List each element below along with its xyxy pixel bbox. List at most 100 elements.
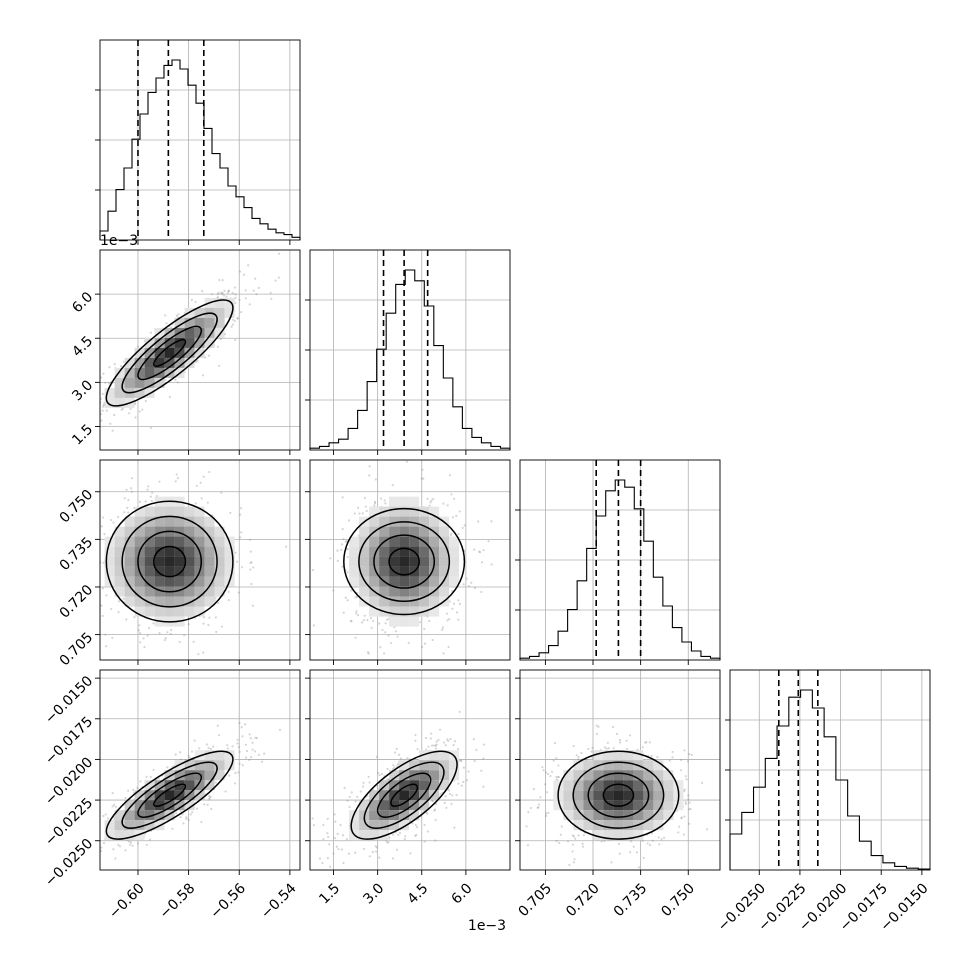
scatter-point [148, 627, 151, 630]
y-tick-label: 6.0 [69, 289, 96, 316]
scatter-point [105, 409, 108, 412]
density-cell [439, 586, 450, 597]
density-cell [134, 506, 145, 517]
density-cell [653, 790, 664, 801]
density-cell [409, 780, 420, 791]
x-tick-label: 1.5 [316, 880, 343, 907]
density-cell [643, 810, 654, 821]
y-tick-label: 0.735 [57, 534, 97, 574]
histogram-bars [99, 59, 301, 240]
scatter-point [350, 791, 353, 794]
density-cell [164, 536, 175, 547]
scatter-point [191, 811, 194, 814]
scatter-point [687, 798, 690, 801]
scatter-point [227, 289, 230, 292]
scatter-point [426, 812, 429, 815]
scatter-point [212, 745, 215, 748]
scatter-point [250, 561, 253, 564]
density-cell [184, 536, 195, 547]
scatter-point [662, 836, 666, 839]
density-cell [399, 536, 410, 547]
scatter-point [369, 617, 373, 620]
scatter-point [430, 744, 434, 747]
scatter-point [236, 742, 239, 745]
scatter-point [587, 747, 590, 751]
scatter-point [459, 759, 462, 762]
scatter-point [94, 860, 96, 862]
density-cell [573, 800, 584, 811]
scatter-point [448, 792, 452, 796]
density-cell [613, 770, 624, 781]
scatter-point [195, 484, 198, 487]
density-cell [439, 546, 450, 557]
scatter-point [680, 817, 683, 820]
density-cell [409, 586, 420, 597]
histogram-panel-1 [305, 249, 511, 455]
density-cell [164, 800, 175, 811]
scatter-point [372, 619, 375, 623]
density-cell [399, 566, 410, 577]
scatter-point [194, 300, 197, 304]
scatter-point [434, 747, 438, 750]
scatter-point [466, 660, 468, 662]
density-cell [174, 347, 185, 358]
scatter-point [656, 755, 659, 759]
density-cell [553, 780, 564, 791]
scatter-point [215, 630, 218, 634]
scatter-point [93, 840, 95, 842]
scatter-point [105, 645, 108, 648]
scatter-point [682, 790, 686, 793]
scatter-point [560, 825, 563, 828]
scatter-point [119, 364, 123, 368]
density-cell [573, 780, 584, 791]
y-tick-label: 1.5 [69, 421, 96, 448]
scatter-point [532, 788, 535, 791]
density-cell [399, 506, 410, 517]
scatter-point [300, 688, 302, 690]
scatter-point [138, 624, 141, 627]
scatter-point [285, 545, 288, 548]
scatter-point [301, 870, 303, 872]
scatter-point [679, 769, 683, 772]
scatter-point [248, 538, 252, 541]
scatter-point [452, 602, 456, 605]
density-cell [144, 367, 155, 378]
scatter-point [366, 651, 370, 654]
scatter-point [354, 596, 357, 599]
scatter-point [376, 771, 380, 774]
density-cell [389, 770, 400, 781]
density-cell [174, 566, 185, 577]
density-cell [184, 337, 195, 348]
scatter-point [571, 843, 575, 846]
scatter-point [606, 741, 609, 744]
scatter-point [630, 840, 633, 843]
scatter-point [610, 861, 613, 864]
y-tick-label: 3.0 [69, 377, 96, 404]
density-cell [553, 800, 564, 811]
scatter-point [600, 840, 603, 843]
density-cell [369, 800, 380, 811]
density-cell [623, 760, 634, 771]
scatter-point [68, 840, 70, 842]
scatter-point [100, 849, 103, 853]
scatter-point [341, 565, 344, 568]
scatter-point [378, 773, 381, 777]
density-cell [184, 770, 195, 781]
density-cell [429, 760, 440, 771]
scatter-point [387, 841, 390, 844]
scatter-point [248, 758, 251, 762]
scatter-point [368, 465, 371, 468]
density-cell [214, 566, 225, 577]
contour-line [373, 534, 436, 589]
scatter-point [113, 413, 116, 417]
histogram-panel-0 [95, 39, 301, 245]
scatter-point [127, 499, 130, 502]
scatter-point [142, 637, 145, 640]
density-cell [583, 770, 594, 781]
scatter-point [591, 746, 594, 750]
scatter-point [368, 474, 371, 477]
scatter-point [131, 788, 135, 791]
density-cell [184, 586, 195, 597]
density-cell [379, 566, 390, 577]
density-cell [134, 556, 145, 567]
